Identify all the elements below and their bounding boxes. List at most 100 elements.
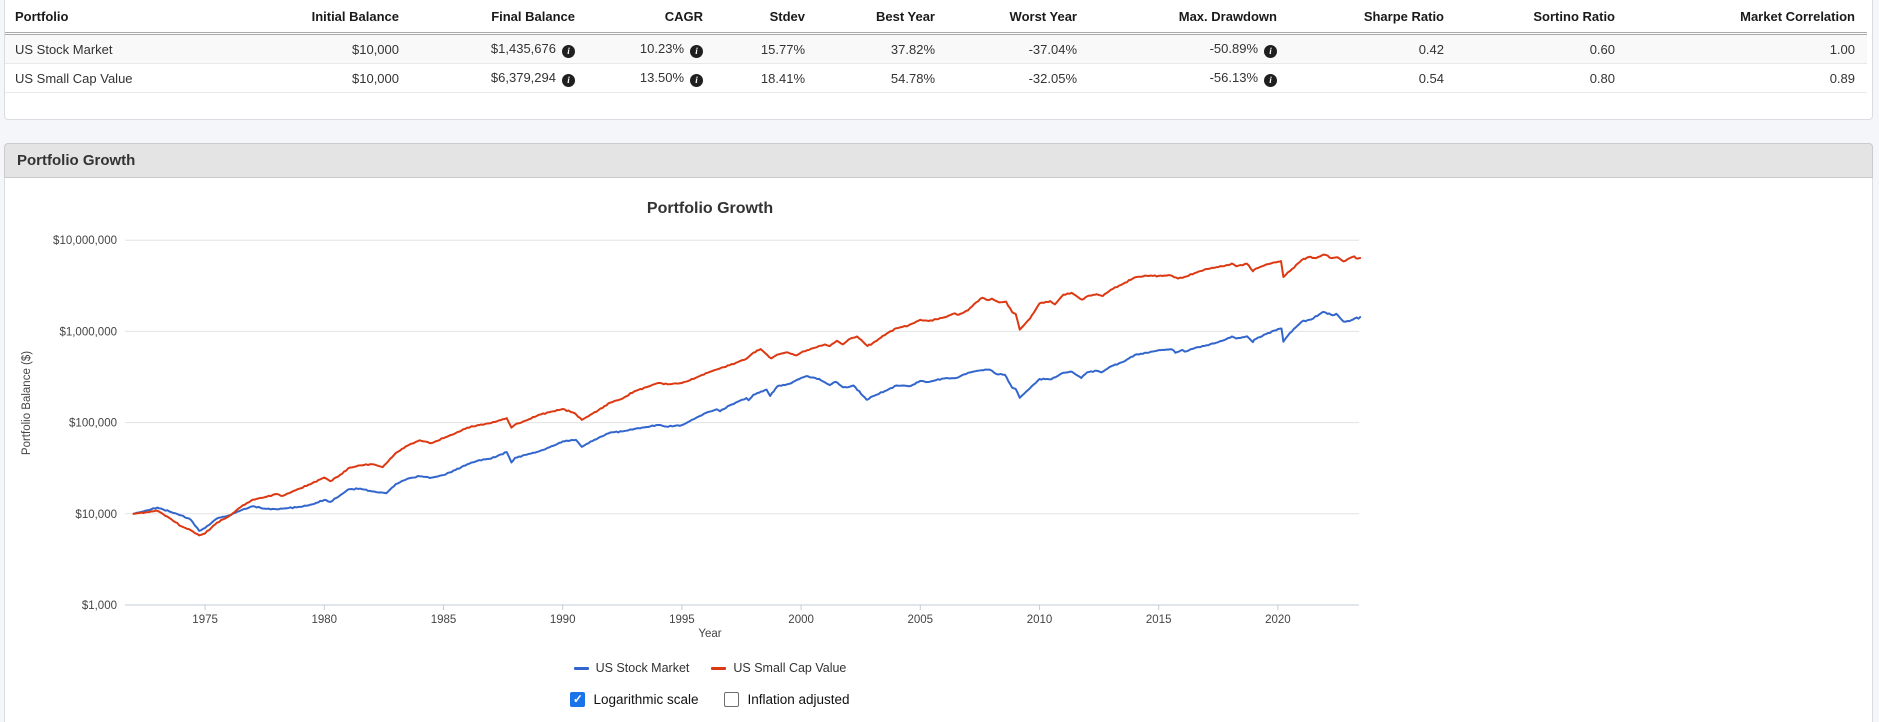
x-axis-title: Year (698, 628, 722, 640)
portfolio-growth-chart-card: Portfolio Growth $10,000,000 $1,000,000 $1… (4, 178, 1873, 722)
cell-value: $10,000 (352, 71, 399, 86)
cell-value: 54.78% (890, 71, 935, 86)
metric-cell: 0.80 (1456, 63, 1627, 93)
metric-cell: -50.89% i (1089, 33, 1289, 64)
col-header-market-correlation: Market Correlation (1627, 0, 1867, 35)
cell-value: -37.04% (1028, 42, 1077, 57)
cell-value: -50.89% (1209, 41, 1258, 56)
cell-value: 13.50% (639, 70, 684, 85)
checkbox-label: Inflation adjusted (747, 692, 850, 707)
x-tick-label: 1980 (312, 614, 338, 626)
cell-value: 0.80 (1589, 71, 1615, 86)
info-icon[interactable]: i (690, 74, 703, 87)
x-tick-label: 1975 (192, 614, 218, 626)
legend-label: US Stock Market (595, 661, 690, 675)
cell-value: US Small Cap Value (15, 71, 133, 86)
gridlines: $10,000,000 $1,000,000 $100,000 $10,000 $1,0… (53, 235, 1359, 612)
metric-cell: $10,000 (301, 33, 411, 64)
col-header-portfolio: Portfolio (5, 0, 301, 35)
cell-value: -56.13% (1209, 70, 1258, 85)
col-header-worst-year: Worst Year (947, 0, 1089, 35)
legend-label: US Small Cap Value (733, 661, 847, 675)
info-icon[interactable]: i (1264, 45, 1277, 58)
chart-title: Portfolio Growth (646, 200, 774, 217)
cell-value: 0.54 (1418, 71, 1444, 86)
metric-cell: 0.60 (1456, 33, 1627, 64)
y-tick-label: $1,000 (82, 600, 117, 612)
x-tick-label: 1985 (431, 614, 457, 626)
cell-value: 15.77% (760, 42, 805, 57)
col-header-best-year: Best Year (817, 0, 947, 35)
cell-value: 0.42 (1418, 42, 1444, 57)
checkbox-inflation-adjusted[interactable]: Inflation adjusted (724, 692, 850, 707)
col-header-sharpe-ratio: Sharpe Ratio (1289, 0, 1456, 35)
chart-legend: US Stock Market US Small Cap Value (5, 661, 1415, 675)
metric-cell: 10.23% i (587, 33, 715, 64)
metric-cell: 37.82% (817, 33, 947, 64)
section-header-portfolio-growth: Portfolio Growth (4, 143, 1873, 178)
series-line-us-small-cap-value (132, 253, 1362, 537)
checkbox-label: Logarithmic scale (593, 692, 699, 707)
portfolio-name-cell: US Stock Market (5, 33, 301, 64)
section-title: Portfolio Growth (17, 152, 136, 169)
metric-cell: -37.04% (947, 33, 1089, 64)
chart-controls: Logarithmic scale Inflation adjusted (5, 692, 1415, 707)
table-row: US Stock Market $10,000 $1,435,676 i 10.23% i… (5, 33, 1867, 64)
info-icon[interactable]: i (562, 74, 575, 87)
x-tick-label: 1990 (550, 614, 576, 626)
cell-value: $10,000 (352, 42, 399, 57)
x-tick-label: 2005 (908, 614, 934, 626)
y-axis-title: Portfolio Balance ($) (21, 351, 33, 455)
metric-cell: 0.89 (1627, 63, 1867, 93)
metric-cell: 0.42 (1289, 33, 1456, 64)
cell-value: $6,379,294 (490, 70, 556, 85)
col-header-sortino-ratio: Sortino Ratio (1456, 0, 1627, 35)
metric-cell: 54.78% (817, 63, 947, 93)
cell-value: 0.60 (1589, 42, 1615, 57)
legend-line-swatch-icon (573, 666, 589, 670)
cell-value: 10.23% (639, 41, 684, 56)
x-tick-label: 2020 (1265, 614, 1291, 626)
performance-summary-table: Portfolio Initial Balance Final Balance CAG… (5, 0, 1867, 93)
x-tick-label: 2010 (1027, 614, 1053, 626)
summary-table-card: Portfolio Initial Balance Final Balance CAG… (4, 0, 1873, 120)
table-header-row: Portfolio Initial Balance Final Balance CAG… (5, 0, 1867, 35)
col-header-final-balance: Final Balance (411, 0, 587, 35)
info-icon[interactable]: i (1264, 74, 1277, 87)
portfolio-name-cell: US Small Cap Value (5, 63, 301, 93)
legend-line-swatch-icon (711, 666, 727, 670)
metric-cell: 18.41% (715, 63, 817, 93)
metric-cell: -56.13% i (1089, 63, 1289, 93)
cell-value: 0.89 (1829, 71, 1855, 86)
metric-cell: 15.77% (715, 33, 817, 64)
metric-cell: $1,435,676 i (411, 33, 587, 64)
x-tick-label: 1995 (669, 614, 695, 626)
legend-item-us-small-cap-value: US Small Cap Value (711, 661, 846, 675)
metric-cell: $6,379,294 i (411, 63, 587, 93)
y-tick-label: $10,000 (75, 509, 117, 521)
info-icon[interactable]: i (690, 45, 703, 58)
x-tick-label: 2000 (788, 614, 814, 626)
portfolio-growth-line-chart: $10,000,000 $1,000,000 $100,000 $10,000 $1,0… (21, 235, 1362, 626)
cell-value: 37.82% (890, 42, 935, 57)
col-header-initial-balance: Initial Balance (301, 0, 411, 35)
metric-cell: -32.05% (947, 63, 1089, 93)
checkbox-logarithmic-scale[interactable]: Logarithmic scale (570, 692, 698, 707)
y-tick-label: $10,000,000 (53, 235, 117, 247)
info-icon[interactable]: i (562, 45, 575, 58)
cell-value: US Stock Market (15, 42, 113, 57)
metric-cell: 13.50% i (587, 63, 715, 93)
cell-value: 1.00 (1829, 42, 1855, 57)
metric-cell: 1.00 (1627, 33, 1867, 64)
series-line-us-stock-market (132, 310, 1362, 532)
legend-item-us-stock-market: US Stock Market (573, 661, 690, 675)
y-tick-label: $100,000 (69, 418, 117, 430)
unchecked-checkbox-icon[interactable] (724, 692, 740, 707)
y-tick-label: $1,000,000 (59, 326, 117, 338)
col-header-stdev: Stdev (715, 0, 817, 35)
metric-cell: $10,000 (301, 63, 411, 93)
x-tick-label: 2015 (1146, 614, 1172, 626)
checked-checkbox-icon[interactable] (570, 692, 586, 707)
metric-cell: 0.54 (1289, 63, 1456, 93)
col-header-cagr: CAGR (587, 0, 715, 35)
